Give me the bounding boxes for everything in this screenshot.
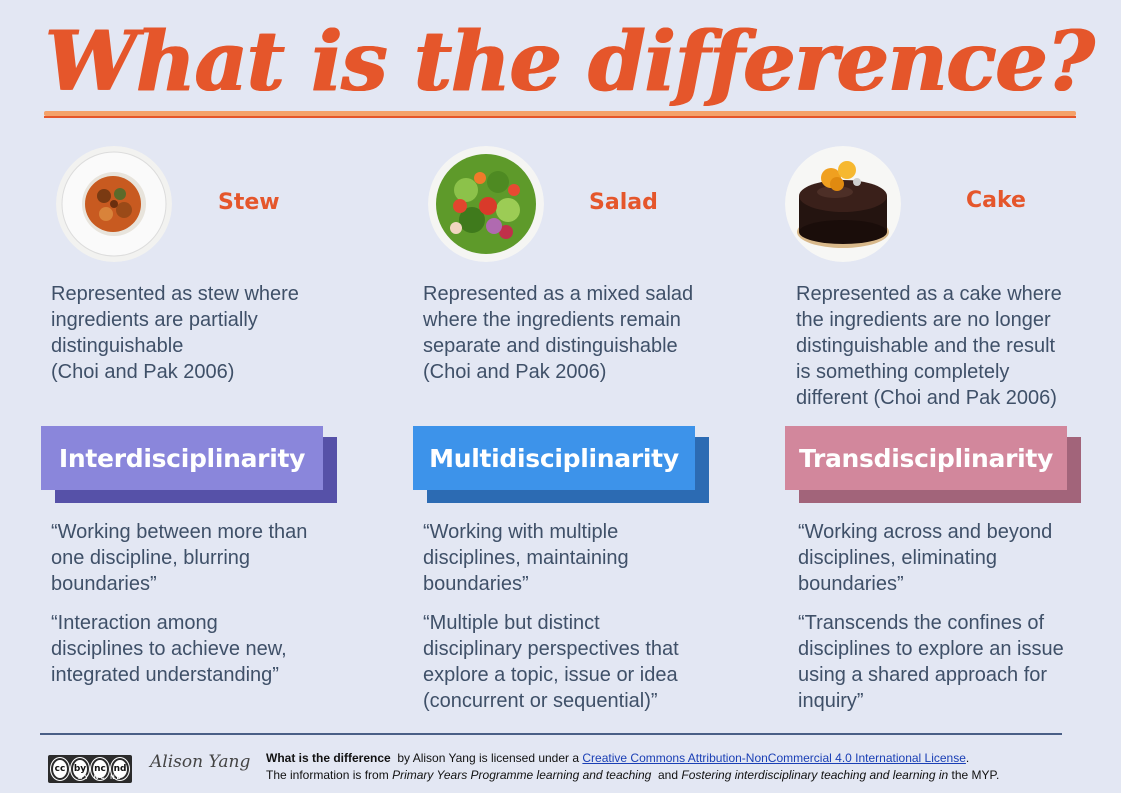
- info-suffix: the MYP.: [951, 768, 1000, 782]
- description-stew: Represented as stew where ingredients ar…: [51, 281, 351, 385]
- license-line-1: What is the difference by Alison Yang is…: [266, 750, 1096, 767]
- quote-line: “Working with multiple: [423, 521, 619, 543]
- quote-1-transdisciplinarity: “Working across and beyond disciplines, …: [798, 519, 1098, 597]
- footer-divider: [40, 733, 1062, 735]
- author-signature: Alison Yang: [150, 752, 251, 772]
- quote-line: explore a topic, issue or idea: [423, 664, 678, 686]
- term-label: Transdisciplinarity: [785, 426, 1067, 490]
- cc-sub-by: BY: [78, 775, 91, 781]
- nc-icon: nc: [90, 757, 110, 781]
- description-line: distinguishable and the result: [796, 335, 1056, 357]
- quote-2-interdisciplinarity: “Interaction among disciplines to achiev…: [51, 610, 351, 688]
- cake-image: [785, 146, 901, 262]
- description-line: the ingredients are no longer: [796, 309, 1051, 331]
- license-text: What is the difference by Alison Yang is…: [266, 750, 1096, 784]
- license-period: .: [965, 751, 970, 765]
- description-line: Represented as stew where: [51, 283, 299, 305]
- quote-1-multidisciplinarity: “Working with multiple disciplines, main…: [423, 519, 723, 597]
- by-icon: by: [70, 757, 90, 781]
- food-name-cake: Cake: [966, 188, 1026, 213]
- quote-1-interdisciplinarity: “Working between more than one disciplin…: [51, 519, 351, 597]
- food-name-salad: Salad: [589, 190, 658, 215]
- source-myp: Fostering interdisciplinary teaching and…: [681, 768, 949, 782]
- term-badge-interdisciplinarity: Interdisciplinarity: [41, 426, 337, 504]
- description-cake: Represented as a cake where the ingredie…: [796, 281, 1096, 411]
- food-name-stew: Stew: [218, 190, 280, 215]
- quote-line: using a shared approach for: [798, 664, 1048, 686]
- description-line: where the ingredients remain: [423, 309, 681, 331]
- column-stew: Stew Represented as stew where ingredien…: [0, 0, 340, 793]
- quote-line: inquiry”: [798, 690, 864, 712]
- cc-sub-nd: ND: [110, 775, 123, 781]
- title-underline: [44, 111, 1076, 116]
- page-title: What is the difference?: [44, 14, 1094, 110]
- quote-line: disciplines to achieve new,: [51, 638, 287, 660]
- cc-license-badge[interactable]: cc by nc nd: [48, 755, 132, 783]
- source-pyp: Primary Years Programme learning and tea…: [392, 768, 652, 782]
- term-label: Multidisciplinarity: [413, 426, 695, 490]
- quote-line: boundaries”: [798, 573, 904, 595]
- quote-line: “Multiple but distinct: [423, 612, 600, 634]
- description-line: is something completely: [796, 361, 1010, 383]
- quote-line: disciplines, eliminating: [798, 547, 997, 569]
- term-badge-transdisciplinarity: Transdisciplinarity: [785, 426, 1081, 504]
- salad-image: [428, 146, 544, 262]
- title-underline-inner: [44, 116, 1076, 118]
- license-by-text: by Alison Yang is licensed under a: [397, 751, 580, 765]
- description-line: different (Choi and Pak 2006): [796, 387, 1057, 409]
- quote-line: “Working across and beyond: [798, 521, 1053, 543]
- quote-2-multidisciplinarity: “Multiple but distinct disciplinary pers…: [423, 610, 723, 714]
- quote-line: boundaries”: [51, 573, 157, 595]
- description-line: (Choi and Pak 2006): [51, 361, 235, 383]
- description-line: Represented as a cake where: [796, 283, 1062, 305]
- cc-sub-nc: NC: [93, 775, 107, 781]
- license-link[interactable]: Creative Commons Attribution-NonCommerci…: [582, 751, 966, 765]
- description-line: Represented as a mixed salad: [423, 283, 694, 305]
- term-badge-multidisciplinarity: Multidisciplinarity: [413, 426, 709, 504]
- description-line: (Choi and Pak 2006): [423, 361, 607, 383]
- column-salad: Salad Represented as a mixed salad where…: [372, 0, 712, 793]
- quote-line: one discipline, blurring: [51, 547, 251, 569]
- work-title: What is the difference: [266, 751, 391, 765]
- quote-line: disciplinary perspectives that: [423, 638, 679, 660]
- quote-2-transdisciplinarity: “Transcends the confines of disciplines …: [798, 610, 1098, 714]
- info-and: and: [657, 768, 679, 782]
- quote-line: (concurrent or sequential)”: [423, 690, 658, 712]
- description-line: separate and distinguishable: [423, 335, 678, 357]
- quote-line: “Working between more than: [51, 521, 308, 543]
- column-cake: Cake Represented as a cake where the ing…: [744, 0, 1084, 793]
- quote-line: “Transcends the confines of: [798, 612, 1045, 634]
- cc-badge-sublabels: BY NC ND: [78, 775, 123, 781]
- term-label: Interdisciplinarity: [41, 426, 323, 490]
- description-line: distinguishable: [51, 335, 184, 357]
- stew-image: [56, 146, 172, 262]
- quote-line: boundaries”: [423, 573, 529, 595]
- info-prefix: The information is from: [266, 768, 389, 782]
- license-line-2: The information is from Primary Years Pr…: [266, 767, 1096, 784]
- quote-line: disciplines to explore an issue: [798, 638, 1064, 660]
- quote-line: disciplines, maintaining: [423, 547, 629, 569]
- description-salad: Represented as a mixed salad where the i…: [423, 281, 723, 385]
- nd-icon: nd: [110, 757, 130, 781]
- quote-line: “Interaction among: [51, 612, 218, 634]
- quote-line: integrated understanding”: [51, 664, 279, 686]
- description-line: ingredients are partially: [51, 309, 258, 331]
- cc-icon: cc: [50, 757, 70, 781]
